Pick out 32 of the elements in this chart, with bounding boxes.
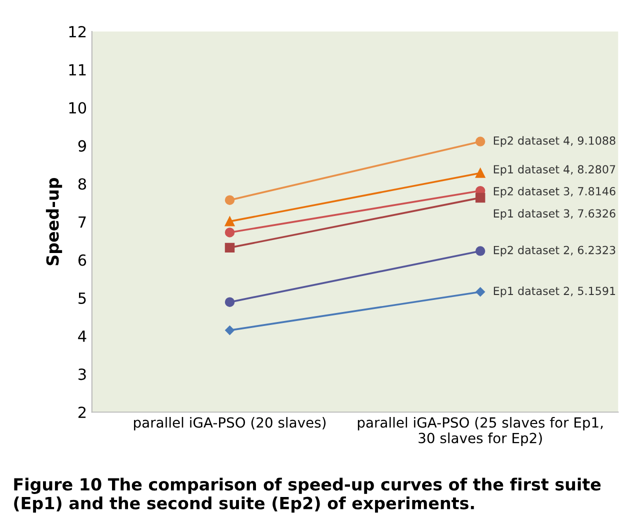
y-tick-label: 8 bbox=[78, 178, 86, 190]
y-tick-label: 3 bbox=[78, 368, 86, 380]
y-tick-label: 7 bbox=[78, 216, 86, 228]
point bbox=[224, 228, 235, 238]
point bbox=[475, 192, 486, 203]
y-tick-label: 9 bbox=[78, 140, 86, 152]
point bbox=[224, 216, 235, 226]
y-tick-label: 4 bbox=[78, 330, 86, 342]
annotation: Ep1 dataset 3, 7.6326 bbox=[494, 209, 616, 220]
annotation: Ep1 dataset 4, 8.2807 bbox=[494, 164, 616, 176]
point bbox=[224, 297, 235, 307]
annotation: Ep2 dataset 4, 9.1088 bbox=[494, 136, 616, 147]
y-tick-label: 6 bbox=[78, 254, 86, 266]
point bbox=[224, 242, 235, 253]
point bbox=[475, 246, 486, 256]
point bbox=[476, 287, 485, 297]
y-axis-title: Speed-up bbox=[46, 178, 62, 266]
annotation: Ep1 dataset 2, 5.1591 bbox=[494, 286, 616, 298]
caption: Figure 10 The comparison of speed-up curves of the first suite (Ep1) and the second suite (Ep2) of experiments. bbox=[14, 478, 601, 513]
point bbox=[225, 326, 234, 335]
x-tick-label: parallel iGA-PSO (20 slaves) bbox=[134, 416, 326, 430]
y-tick-label: 2 bbox=[78, 406, 86, 418]
point bbox=[475, 136, 486, 146]
point bbox=[475, 168, 486, 178]
annotation: Ep2 dataset 3, 7.8146 bbox=[494, 186, 616, 198]
y-tick-label: 12 bbox=[69, 26, 86, 38]
point bbox=[224, 195, 235, 205]
y-tick-label: 5 bbox=[78, 292, 86, 304]
y-tick-label: 11 bbox=[69, 64, 86, 76]
x-tick-label: parallel iGA-PSO (25 slaves for Ep1, 30 slaves for Ep2) bbox=[358, 416, 603, 446]
y-tick-label: 10 bbox=[69, 102, 86, 114]
annotation: Ep2 dataset 2, 6.2323 bbox=[494, 246, 616, 256]
